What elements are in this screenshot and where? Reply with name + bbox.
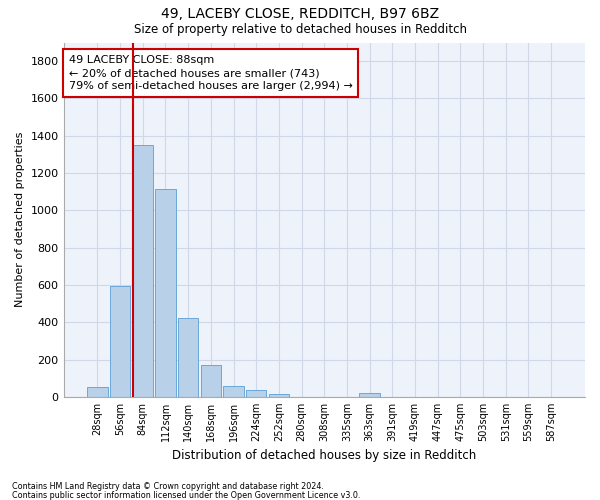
Bar	[178, 318, 199, 397]
X-axis label: Distribution of detached houses by size in Redditch: Distribution of detached houses by size …	[172, 450, 476, 462]
Bar	[359, 394, 380, 397]
Text: 49, LACEBY CLOSE, REDDITCH, B97 6BZ: 49, LACEBY CLOSE, REDDITCH, B97 6BZ	[161, 8, 439, 22]
Text: 49 LACEBY CLOSE: 88sqm
← 20% of detached houses are smaller (743)
79% of semi-de: 49 LACEBY CLOSE: 88sqm ← 20% of detached…	[69, 55, 353, 92]
Bar	[110, 286, 130, 397]
Bar	[269, 394, 289, 397]
Text: Contains HM Land Registry data © Crown copyright and database right 2024.: Contains HM Land Registry data © Crown c…	[12, 482, 324, 491]
Y-axis label: Number of detached properties: Number of detached properties	[15, 132, 25, 308]
Bar	[223, 386, 244, 397]
Bar	[155, 189, 176, 397]
Bar	[200, 365, 221, 397]
Bar	[87, 388, 107, 397]
Bar	[133, 145, 153, 397]
Text: Size of property relative to detached houses in Redditch: Size of property relative to detached ho…	[133, 22, 467, 36]
Text: Contains public sector information licensed under the Open Government Licence v3: Contains public sector information licen…	[12, 490, 361, 500]
Bar	[246, 390, 266, 397]
